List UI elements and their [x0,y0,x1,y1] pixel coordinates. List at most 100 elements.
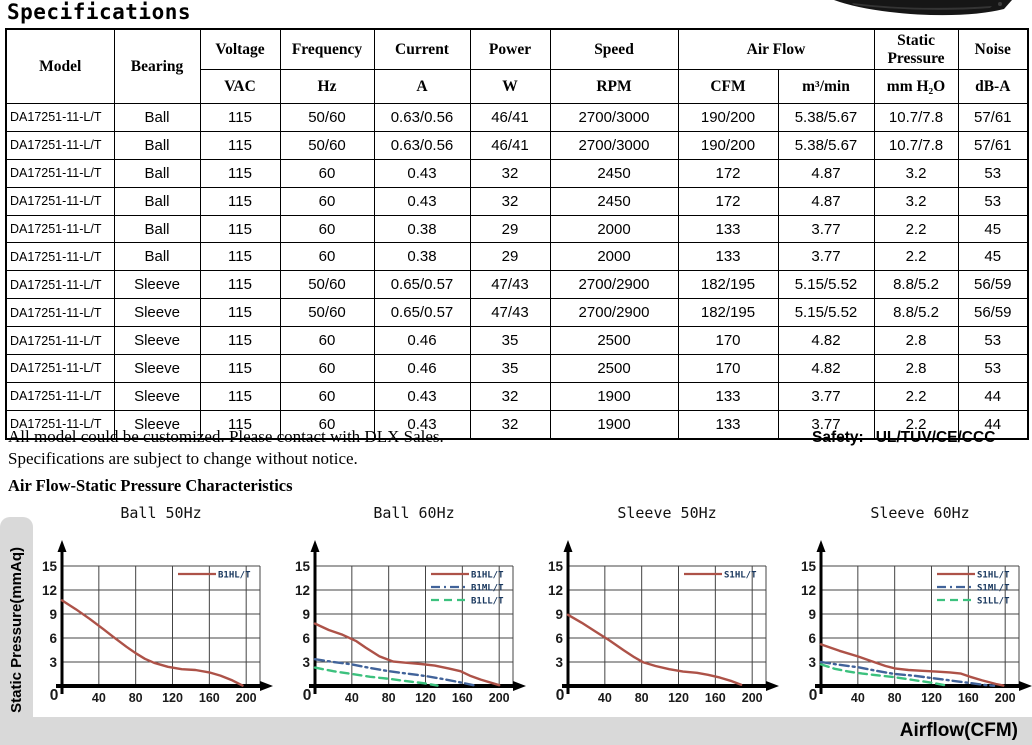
unit-mmh2o: mm H₂O [873,69,959,104]
table-cell: 53 [957,326,1029,356]
x-axis-arrow [766,681,779,691]
table-cell: 2.2 [873,409,959,440]
cell-model: DA17251-11-L/T [5,242,115,272]
specifications-table: Model Bearing Voltage Frequency Current … [5,28,1030,440]
series-line-b1ll-t [313,666,439,687]
table-cell: 44 [957,381,1029,411]
table-cell: 50/60 [279,298,375,328]
table-cell: 45 [957,242,1029,272]
table-cell: 60 [279,409,375,440]
table-cell: 8.8/5.2 [873,270,959,300]
y-tick-label: 15 [295,559,311,574]
y-tick-label: 9 [808,607,816,622]
table-cell: 115 [199,214,281,244]
table-cell: 115 [199,242,281,272]
x-tick-label: 160 [705,691,726,705]
col-header-noise: Noise [957,28,1029,70]
legend-label: S1ML/T [977,584,1010,594]
header-row-1: Model Bearing Voltage Frequency Current … [5,28,1029,104]
table-cell: 53 [957,186,1029,216]
col-header-current: Current [373,28,471,70]
table-cell: 57/61 [957,103,1029,132]
table-cell: 4.87 [777,186,875,216]
x-tick-label: 200 [489,691,510,705]
legend-label: B1HL/T [218,571,251,581]
table-cell: 115 [199,158,281,188]
table-cell: 2.8 [873,326,959,356]
y-tick-label: 3 [302,655,310,670]
table-cell: 0.43 [373,381,471,411]
x-tick-label: 40 [851,691,865,705]
table-cell: 46/41 [469,103,551,132]
table-cell: Sleeve [113,381,201,411]
table-cell: 8.8/5.2 [873,298,959,328]
y-tick-label: 12 [42,583,57,598]
table-cell: Ball [113,186,201,216]
table-cell: 115 [199,326,281,356]
y-tick-label: 3 [555,655,563,670]
table-cell: Sleeve [113,298,201,328]
footnotes: All model could be customized. Please co… [8,426,444,470]
unit-hz: Hz [279,69,375,104]
charts-row: Ball 50Hz 3 6 9 12 15 0 40 80 120 160 200 B1HL/T Ball… [30,500,1032,715]
table-cell: 5.38/5.67 [777,103,875,132]
grid [315,565,514,686]
table-cell: Sleeve [113,326,201,356]
safety-certifications: Safety: UL/TUV/CE/CCC [812,429,1022,447]
table-cell: 182/195 [677,298,779,328]
table-cell: 2700/3000 [549,103,679,132]
x-axis-label-strip: Airflow(CFM) [0,717,1032,745]
table-cell: 2500 [549,326,679,356]
series-line-s1ml-t [819,660,996,687]
table-cell: 53 [957,354,1029,383]
unit-m3min: m³/min [777,69,875,104]
y-tick-label: 15 [42,559,58,574]
series-line-s1ll-t [819,663,948,687]
table-cell: 32 [469,381,551,411]
table-cell: 60 [279,354,375,383]
table-cell: 0.43 [373,158,471,188]
y-tick-label: 6 [49,631,57,646]
x-tick-label: 40 [345,691,359,705]
y-tick-label: 3 [808,655,816,670]
x-tick-label: 160 [199,691,220,705]
unit-dba: dB-A [957,69,1029,104]
table-cell: 3.2 [873,186,959,216]
x-tick-label: 80 [635,691,649,705]
col-header-frequency: Frequency [279,28,375,70]
table-cell: 2700/3000 [549,130,679,160]
table-cell: 5.15/5.52 [777,298,875,328]
table-row: DA17251-11-L/T Sleeve 115 60 0.46 35 2500 170 4.… [5,354,1029,383]
cell-model: DA17251-11-L/T [5,103,115,132]
table-cell: 32 [469,409,551,440]
table-row: DA17251-11-L/T Sleeve 115 60 0.43 32 1900 133 3.… [5,409,1029,440]
legend: S1HL/T [684,571,757,581]
unit-rpm: RPM [549,69,679,104]
table-cell: 182/195 [677,270,779,300]
section-title: Air Flow-Static Pressure Characteristics [8,476,293,495]
y-tick-label: 15 [801,559,817,574]
y-axis-label: Static Pressure(mmAq) [8,547,25,713]
x-tick-label: 80 [888,691,902,705]
safety-value: UL/TUV/CE/CCC [875,429,996,446]
cell-model: DA17251-11-L/T [5,354,115,383]
unit-cfm: CFM [677,69,779,104]
col-header-speed: Speed [549,28,679,70]
table-header: Model Bearing Voltage Frequency Current … [5,28,1029,104]
x-axis-arrow [1019,681,1032,691]
y-axis-arrow [57,540,67,552]
x-axis-arrow [260,681,273,691]
table-cell: 29 [469,242,551,272]
unit-vac: VAC [199,69,281,104]
y-tick-label: 6 [302,631,310,646]
col-header-static-pressure: Static Pressure [873,28,959,70]
chart-ball-60hz: Ball 60Hz 3 6 9 12 15 0 40 80 120 160 200 B1HL/T B1ML… [295,504,526,705]
x-tick-label: 160 [958,691,979,705]
header-row-2: VAC Hz A W RPM CFM m³/min mm H₂O dB-A [6,69,1029,104]
table-row: DA17251-11-L/T Sleeve 115 60 0.46 35 2500 170 4.… [5,326,1029,356]
table-cell: 115 [199,409,281,440]
cell-model: DA17251-11-L/T [5,270,115,300]
chart-title: Sleeve 50Hz [617,504,716,522]
x-tick-label: 160 [452,691,473,705]
